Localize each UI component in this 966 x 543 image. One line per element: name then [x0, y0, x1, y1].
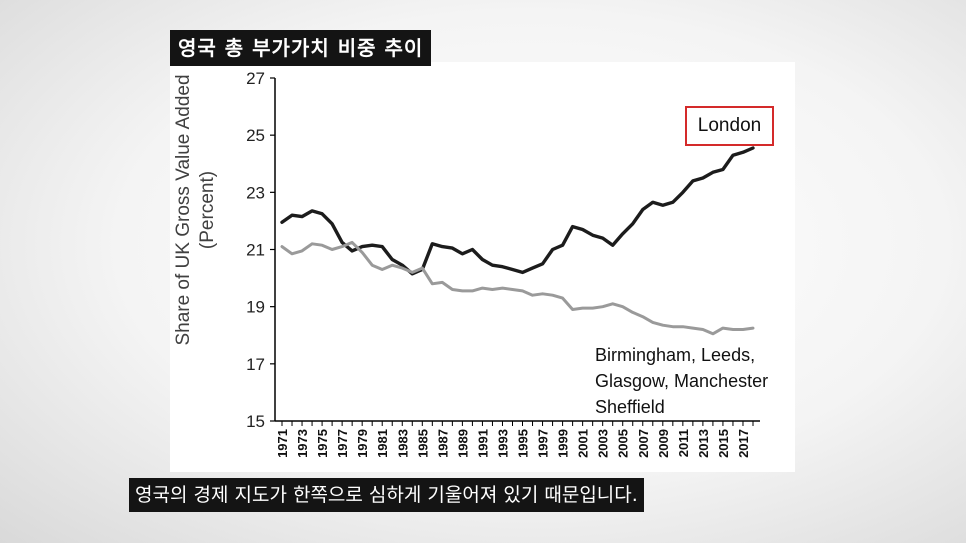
x-tick-label-1973: 1973: [295, 429, 310, 458]
x-tick-label-2001: 2001: [576, 429, 591, 458]
y-tick-label-21: 21: [246, 241, 265, 260]
x-tick-label-1987: 1987: [435, 429, 450, 458]
x-tick-label-1977: 1977: [335, 429, 350, 458]
x-tick-label-1989: 1989: [455, 429, 470, 458]
x-tick-label-1991: 1991: [475, 429, 490, 458]
x-tick-label-1995: 1995: [516, 429, 531, 458]
video-title-caption: 영국 총 부가가치 비중 추이: [170, 30, 432, 66]
x-tick-label-1999: 1999: [556, 429, 571, 458]
x-tick-label-1997: 1997: [536, 429, 551, 458]
series-label-cities-line1: Birmingham, Leeds,: [595, 345, 756, 365]
line-chart: 15 17 19 21 23 25 27 1971 1973 1975 1977 1979 1981 19…: [246, 69, 760, 458]
y-tick-label-19: 19: [246, 298, 265, 317]
y-tick-label-25: 25: [246, 126, 265, 145]
series-label-cities-line3: Sheffield: [595, 397, 665, 417]
series-label-london: London: [685, 106, 774, 146]
x-tick-label-1985: 1985: [415, 429, 430, 458]
y-tick-label-17: 17: [246, 355, 265, 374]
x-tick-label-2013: 2013: [696, 429, 711, 458]
y-axis-title-line1: Share of UK Gross Value Added: [173, 74, 194, 346]
series-line-cities: [280, 240, 755, 336]
x-tick-label-2003: 2003: [596, 429, 611, 458]
series-label-cities: Birmingham, Leeds, Glasgow, Manchester S…: [595, 342, 795, 420]
x-tick-label-1975: 1975: [315, 429, 330, 458]
x-tick-label-1979: 1979: [355, 429, 370, 458]
y-axis-title: Share of UK Gross Value Added (Percent): [168, 60, 224, 360]
video-subtitle-caption: 영국의 경제 지도가 한쪽으로 심하게 기울어져 있기 때문입니다.: [129, 478, 644, 512]
x-tick-label-2009: 2009: [656, 429, 671, 458]
x-tick-label-1971: 1971: [275, 429, 290, 458]
x-tick-label-2007: 2007: [636, 429, 651, 458]
x-tick-label-1983: 1983: [395, 429, 410, 458]
y-axis-title-line2: (Percent): [197, 170, 218, 250]
x-tick-label-2011: 2011: [676, 429, 691, 457]
x-tick-label-1981: 1981: [375, 429, 390, 458]
x-tick-label-1993: 1993: [495, 429, 510, 458]
series-label-cities-line2: Glasgow, Manchester: [595, 371, 769, 391]
x-tick-label-2017: 2017: [736, 429, 751, 458]
series-line-london: [280, 146, 755, 276]
x-tick-label-2005: 2005: [616, 429, 631, 458]
x-tick-label-2015: 2015: [716, 429, 731, 458]
y-tick-label-15: 15: [246, 412, 265, 431]
y-tick-label-23: 23: [246, 183, 265, 202]
y-tick-label-27: 27: [246, 69, 265, 88]
